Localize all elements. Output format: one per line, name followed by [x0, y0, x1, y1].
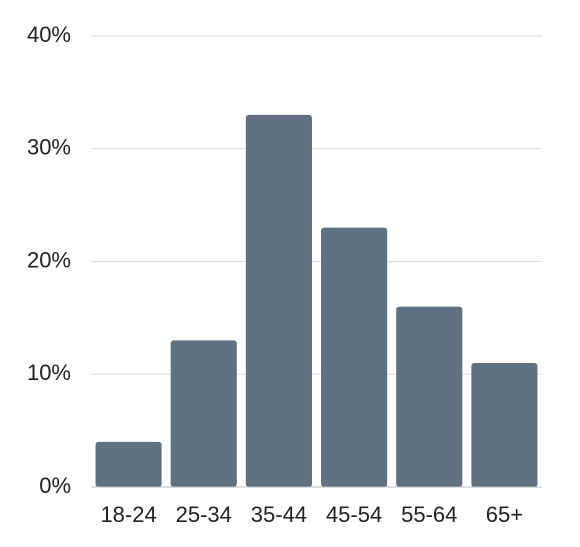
x-tick-label: 25-34 [176, 502, 232, 527]
y-tick-label: 30% [27, 135, 71, 160]
y-tick-label: 0% [39, 473, 71, 498]
x-tick-label: 65+ [486, 502, 523, 527]
y-tick-label: 10% [27, 360, 71, 385]
bar [321, 227, 388, 488]
y-tick-label: 20% [27, 247, 71, 272]
bar [471, 362, 538, 487]
bar [245, 114, 312, 488]
bar [396, 306, 463, 487]
x-tick-label: 18-24 [100, 502, 156, 527]
y-tick-label: 40% [27, 22, 71, 47]
bar [95, 441, 162, 487]
x-tick-label: 45-54 [326, 502, 382, 527]
x-tick-label: 35-44 [251, 502, 307, 527]
x-tick-label: 55-64 [401, 502, 457, 527]
bar [170, 340, 237, 487]
